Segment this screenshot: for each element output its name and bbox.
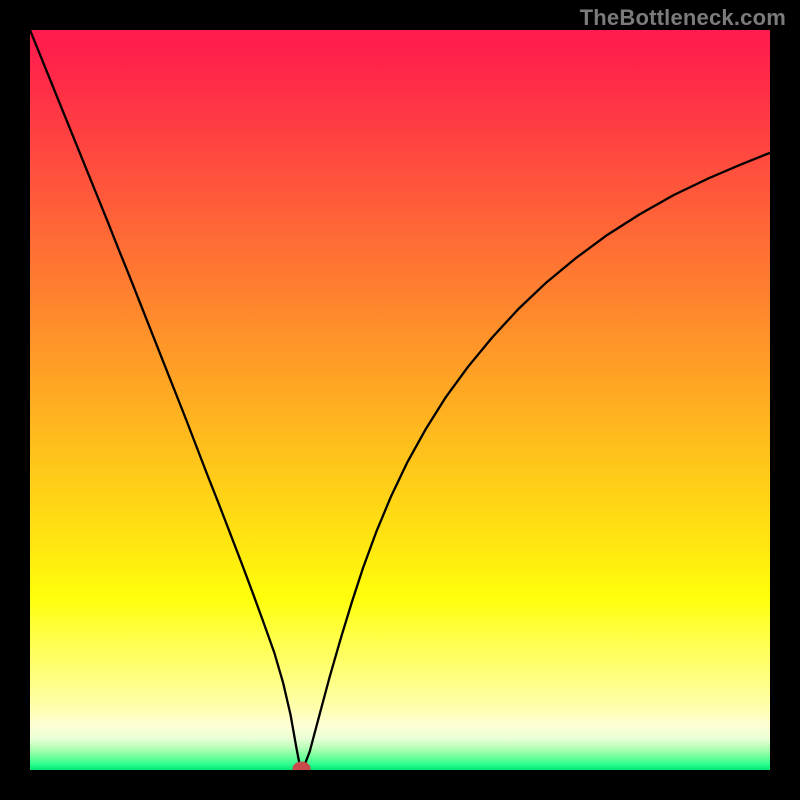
chart-svg [0, 0, 800, 800]
watermark-text: TheBottleneck.com [580, 5, 786, 31]
plot-gradient-background [30, 30, 770, 770]
bottleneck-chart: TheBottleneck.com [0, 0, 800, 800]
